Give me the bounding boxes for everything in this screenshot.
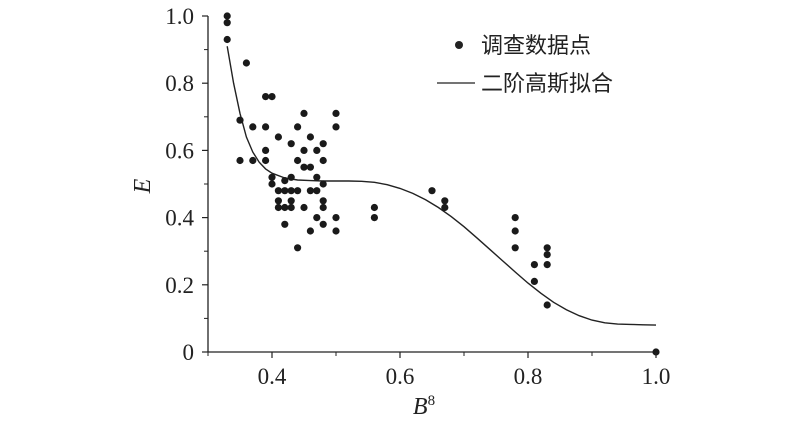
data-point <box>306 227 314 235</box>
y-tick-label: 0.2 <box>165 273 194 298</box>
scatter-points-layer <box>223 12 660 356</box>
data-point <box>223 12 231 20</box>
data-point <box>262 146 270 154</box>
data-point <box>281 203 289 212</box>
data-point <box>223 19 231 27</box>
data-point <box>332 109 340 117</box>
data-point <box>294 244 302 252</box>
data-point <box>242 59 250 67</box>
data-point <box>294 123 302 131</box>
y-tick-label: 0.8 <box>165 71 194 96</box>
data-point <box>543 251 551 259</box>
data-point <box>287 187 295 195</box>
data-point <box>319 140 327 148</box>
data-point <box>441 203 449 212</box>
data-point <box>370 203 378 212</box>
data-point <box>223 35 231 44</box>
data-point <box>249 156 257 165</box>
data-point <box>543 261 551 269</box>
data-point <box>319 180 327 188</box>
y-tick-label: 0 <box>183 340 195 365</box>
data-point <box>511 227 519 235</box>
data-point <box>319 197 327 205</box>
data-point <box>332 227 340 235</box>
data-point <box>281 187 289 195</box>
data-point <box>428 187 436 195</box>
data-point <box>313 173 321 181</box>
x-tick-label: 0.4 <box>258 364 287 389</box>
data-point <box>332 214 340 222</box>
x-axis-label-base: B <box>413 394 428 420</box>
data-point <box>287 173 295 181</box>
data-point <box>306 187 314 195</box>
data-point <box>313 187 321 195</box>
legend: 调查数据点 二阶高斯拟合 <box>437 34 613 97</box>
data-point <box>313 214 321 222</box>
data-point <box>274 203 282 212</box>
data-point <box>287 140 295 148</box>
data-point <box>543 244 551 252</box>
data-point <box>274 187 282 195</box>
legend-label-gaussian-fit: 二阶高斯拟合 <box>481 72 613 97</box>
data-point <box>300 146 308 154</box>
y-axis-label: E <box>130 178 156 194</box>
legend-label-survey-points: 调查数据点 <box>481 34 591 59</box>
data-point <box>274 133 282 141</box>
data-point <box>268 93 276 101</box>
gaussian-fit-line <box>226 46 657 326</box>
data-point <box>332 123 340 131</box>
data-point <box>300 109 308 117</box>
data-point <box>268 173 276 181</box>
data-point <box>530 277 539 285</box>
data-point <box>511 244 519 252</box>
data-point <box>281 177 289 185</box>
data-point <box>306 163 314 171</box>
data-point <box>530 261 539 269</box>
data-point <box>236 156 244 165</box>
data-point <box>287 197 295 205</box>
ticks-layer: 0.4 0.6 0.8 1.0 0 0.2 0.4 0.6 0.8 1.0 <box>165 4 670 389</box>
data-point <box>236 116 244 124</box>
data-point <box>262 123 270 131</box>
data-point <box>306 133 314 141</box>
y-tick-label: 0.4 <box>165 206 194 231</box>
data-point <box>294 187 302 195</box>
data-point <box>249 123 257 131</box>
data-point <box>441 197 449 205</box>
data-point <box>370 214 378 222</box>
data-point <box>313 146 321 154</box>
data-point <box>319 203 327 212</box>
data-point <box>294 156 302 165</box>
y-tick-label: 0.6 <box>165 138 194 163</box>
x-tick-label: 0.6 <box>386 364 415 389</box>
data-point <box>543 301 551 309</box>
fit-curve-layer <box>226 46 657 326</box>
data-point <box>319 220 327 228</box>
data-point <box>319 156 327 165</box>
x-axis-label-superscript: 8 <box>428 393 436 409</box>
data-point <box>287 203 295 212</box>
data-point <box>262 93 270 101</box>
data-point <box>262 156 270 165</box>
data-point <box>274 197 282 205</box>
x-tick-label: 1.0 <box>642 364 671 389</box>
x-tick-label: 0.8 <box>514 364 543 389</box>
y-tick-label: 1.0 <box>165 4 194 29</box>
data-point <box>511 214 519 222</box>
legend-marker-survey-points <box>455 41 463 49</box>
data-point <box>281 220 289 228</box>
data-point <box>300 163 308 171</box>
x-axis-label: B8 <box>413 393 435 420</box>
data-point <box>300 203 308 212</box>
data-point <box>268 180 276 188</box>
